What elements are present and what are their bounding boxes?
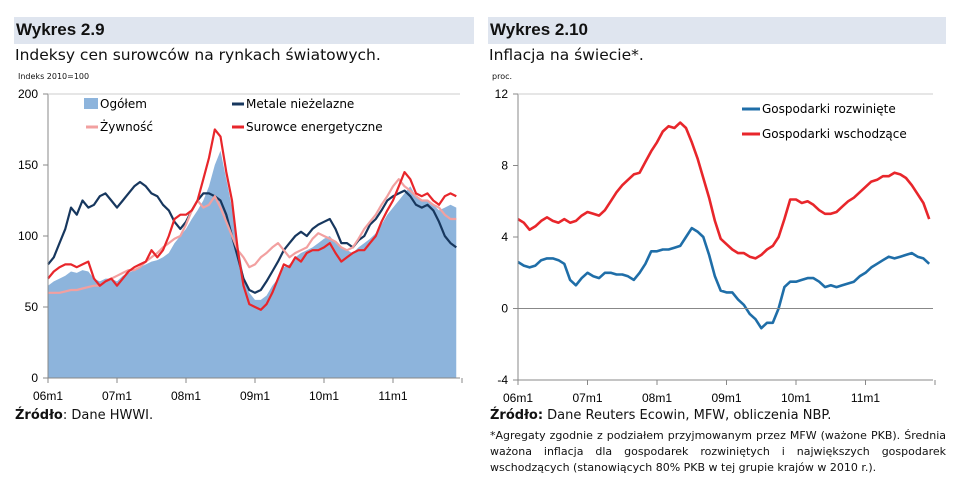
y-tick-label: 50 [25,300,39,314]
legend-label: Gospodarki rozwinięte [762,102,896,116]
y-unit-left: Indeks 2010=100 [18,72,90,81]
chart-title-left: Wykres 2.9 [16,20,105,39]
y-tick-label: 150 [18,158,38,172]
x-tick-label: 07m1 [102,389,132,403]
x-tick-label: 06m1 [503,391,533,405]
legend-label: Żywność [100,119,153,134]
x-tick-label: 09m1 [240,389,270,403]
chart-title-right: Wykres 2.10 [490,20,588,39]
chart-header-left: Wykres 2.9 [14,17,474,44]
y-tick-label: 8 [501,159,508,173]
chart-subtitle-left: Indeksy cen surowców na rynkach światowy… [15,46,381,64]
chart-subtitle-right: Inflacja na świecie*. [489,46,644,64]
series-line-0 [517,226,931,330]
y-unit-right: proc. [492,72,513,81]
series-line-1 [517,121,931,260]
source-label-right: Źródło: [490,408,544,423]
legend-label: Surowce energetyczne [246,120,383,134]
y-tick-label: 4 [501,230,508,244]
x-tick-label: 11m1 [851,391,880,405]
source-right: Źródło: Dane Reuters Ecowin, MFW, oblicz… [490,408,831,423]
series-line-2 [48,178,457,294]
x-tick-label: 06m1 [33,389,63,403]
y-tick-label: 0 [31,371,38,385]
x-tick-label: 11m1 [378,389,407,403]
x-tick-label: 08m1 [642,391,672,405]
y-tick-label: 0 [501,302,508,316]
legend-label: Gospodarki wschodzące [762,127,907,141]
source-text-right: Dane Reuters Ecowin, MFW, obliczenia NBP… [543,408,832,423]
y-tick-label: -4 [497,373,508,387]
legend-label: Metale nieżelazne [246,97,354,111]
chart-header-right: Wykres 2.10 [488,17,946,44]
footnote: *Agregaty zgodnie z podziałem przyjmowan… [490,429,946,474]
x-tick-label: 08m1 [171,389,201,403]
series-area-0 [48,150,457,378]
source-text-left: : Dane HWWI. [62,408,154,423]
legend-label: Ogółem [100,97,147,111]
y-tick-label: 100 [18,229,38,243]
x-tick-label: 09m1 [711,391,741,405]
x-tick-label: 07m1 [572,391,602,405]
x-tick-label: 10m1 [309,389,339,403]
x-tick-label: 10m1 [781,391,811,405]
series-line-1 [47,180,457,294]
source-left: Źródło: Dane HWWI. [15,408,153,423]
y-tick-label: 12 [495,87,509,101]
legend-swatch [84,98,98,109]
source-label-left: Źródło [15,408,63,423]
series-line-3 [47,128,457,311]
y-tick-label: 200 [18,87,38,101]
